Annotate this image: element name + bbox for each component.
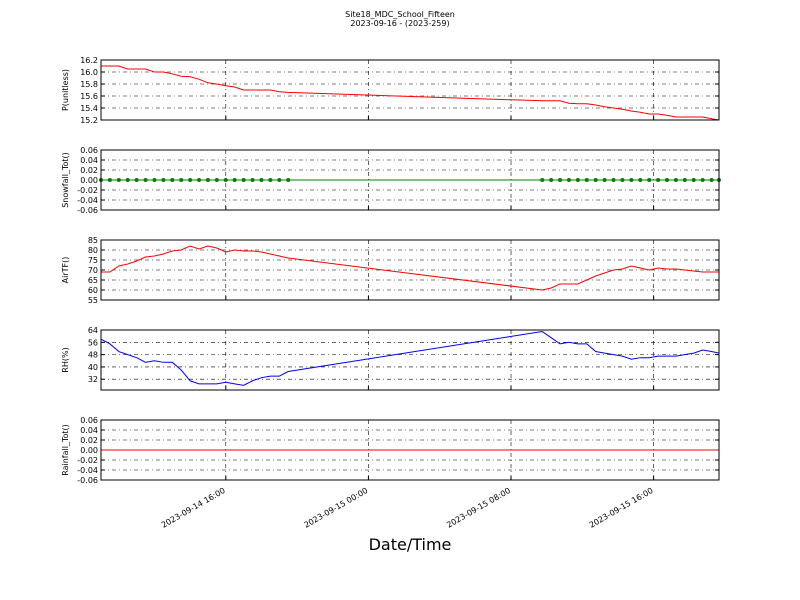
data-point <box>116 178 121 182</box>
data-point <box>620 178 625 182</box>
data-point <box>700 178 705 182</box>
data-point <box>161 178 166 182</box>
y-tick-label: 85 <box>88 236 98 245</box>
y-axis-label: Rainfall_Tot() <box>61 424 70 476</box>
y-tick-label: -0.02 <box>77 186 98 195</box>
data-point <box>584 178 589 182</box>
y-tick-label: 70 <box>88 266 98 275</box>
data-point <box>232 178 237 182</box>
y-tick-label: 0.06 <box>80 416 98 425</box>
data-point <box>602 178 607 182</box>
data-point <box>682 178 687 182</box>
plot-frame <box>100 239 720 301</box>
data-point <box>611 178 616 182</box>
y-axis-label: AirTF() <box>61 257 70 284</box>
y-tick-label: -0.06 <box>77 476 98 485</box>
data-point <box>575 178 580 182</box>
plot-frame <box>100 59 720 121</box>
y-tick-label: 60 <box>88 286 98 295</box>
y-tick-label: -0.04 <box>77 196 98 205</box>
plot-frame <box>100 329 720 391</box>
y-tick-label: 0.04 <box>80 156 98 165</box>
data-point <box>277 178 282 182</box>
x-axis-label: Date/Time <box>369 535 452 554</box>
y-tick-label: -0.06 <box>77 206 98 215</box>
y-tick-label: 0.02 <box>80 436 98 445</box>
y-tick-label: 56 <box>88 338 98 347</box>
data-point <box>673 178 678 182</box>
y-tick-label: 0.06 <box>80 146 98 155</box>
y-tick-label: 15.6 <box>80 92 98 101</box>
y-tick-label: 32 <box>88 375 98 384</box>
y-tick-label: 16.2 <box>80 56 98 65</box>
data-point <box>143 178 148 182</box>
data-point <box>197 178 202 182</box>
y-axis-label: Snowfall_Tot() <box>61 152 70 208</box>
data-point <box>647 178 652 182</box>
data-point <box>540 178 545 182</box>
chart-title: Site18_MDC_School_Fifteen <box>345 10 455 19</box>
y-tick-label: 0.00 <box>80 446 98 455</box>
y-tick-label: 15.2 <box>80 116 98 125</box>
x-tick-label: 2023-09-15 08:00 <box>445 486 512 530</box>
data-point <box>638 178 643 182</box>
y-tick-label: 75 <box>88 256 98 265</box>
y-tick-label: 55 <box>88 296 98 305</box>
data-point <box>152 178 157 182</box>
y-tick-label: 0.00 <box>80 176 98 185</box>
y-tick-label: 15.8 <box>80 80 98 89</box>
y-tick-label: -0.04 <box>77 466 98 475</box>
y-axis-label: RH(%) <box>61 347 70 372</box>
data-point <box>241 178 246 182</box>
y-tick-label: 0.04 <box>80 426 98 435</box>
y-tick-label: -0.02 <box>77 456 98 465</box>
y-tick-label: 15.4 <box>80 104 98 113</box>
data-point <box>629 178 634 182</box>
data-point <box>205 178 210 182</box>
y-tick-label: 48 <box>88 351 98 360</box>
data-point <box>107 178 112 182</box>
data-point <box>125 178 130 182</box>
y-tick-label: 0.02 <box>80 166 98 175</box>
data-point <box>656 178 661 182</box>
data-point <box>179 178 184 182</box>
data-point <box>566 178 571 182</box>
data-point <box>268 178 273 182</box>
data-point <box>214 178 219 182</box>
data-line <box>100 331 720 386</box>
y-tick-label: 65 <box>88 276 98 285</box>
y-tick-label: 80 <box>88 246 98 255</box>
y-tick-label: 40 <box>88 363 98 372</box>
data-point <box>593 178 598 182</box>
data-line <box>101 245 719 291</box>
data-line <box>101 65 720 121</box>
y-axis-label: P(unitless) <box>61 69 70 111</box>
data-point <box>259 178 264 182</box>
x-tick-label: 2023-09-14 16:00 <box>160 486 227 530</box>
y-tick-label: 64 <box>88 326 98 335</box>
data-point <box>665 178 670 182</box>
data-point <box>549 178 554 182</box>
data-point <box>286 178 291 182</box>
x-tick-label: 2023-09-15 00:00 <box>302 486 369 530</box>
data-point <box>558 178 563 182</box>
data-point <box>250 178 255 182</box>
plot-frame <box>100 419 720 481</box>
data-point <box>134 178 139 182</box>
plot-frame <box>100 149 720 211</box>
data-point <box>170 178 175 182</box>
y-tick-label: 16.0 <box>80 68 98 77</box>
data-point <box>188 178 193 182</box>
data-point <box>223 178 228 182</box>
data-point <box>691 178 696 182</box>
x-tick-label: 2023-09-15 16:00 <box>588 486 655 530</box>
data-point <box>709 178 714 182</box>
chart-subtitle: 2023-09-16 - (2023-259) <box>350 19 449 28</box>
